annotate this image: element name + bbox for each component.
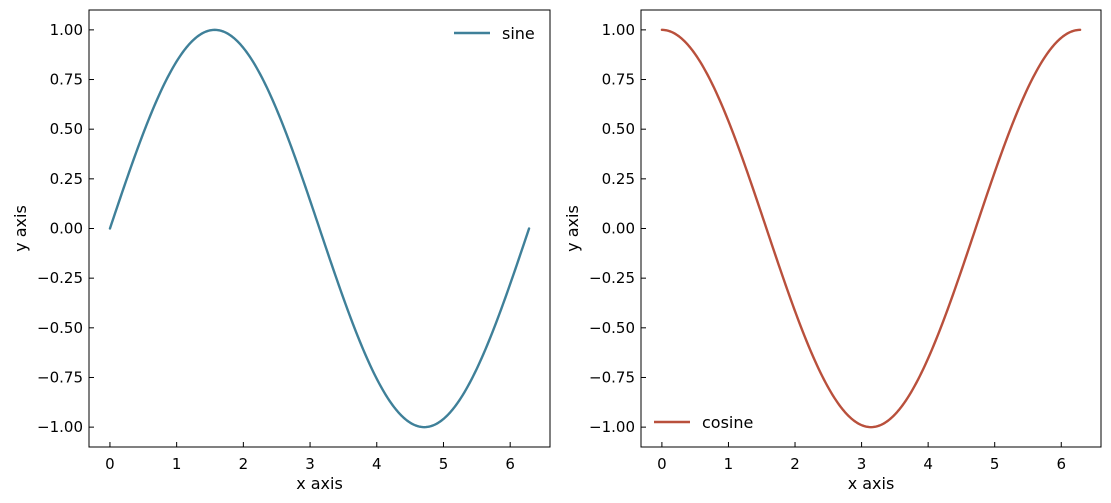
legend: sine bbox=[454, 24, 535, 43]
y-tick-label: −0.50 bbox=[589, 319, 635, 337]
legend-label: sine bbox=[502, 24, 535, 43]
sine-series-line bbox=[108, 28, 531, 429]
x-tick-label: 3 bbox=[857, 455, 867, 473]
y-tick-label: 1.00 bbox=[50, 21, 83, 39]
x-tick-label: 4 bbox=[372, 455, 382, 473]
x-tick-label: 0 bbox=[657, 455, 667, 473]
y-tick-label: 0.75 bbox=[50, 71, 83, 89]
x-tick-label: 2 bbox=[790, 455, 800, 473]
x-axis-label: x axis bbox=[296, 474, 343, 493]
x-tick-label: 0 bbox=[105, 455, 115, 473]
axes-frame bbox=[640, 9, 1102, 448]
y-tick-label: 1.00 bbox=[602, 21, 635, 39]
x-axis-label: x axis bbox=[848, 474, 895, 493]
y-tick-label: 0.00 bbox=[50, 220, 83, 238]
legend-label: cosine bbox=[702, 413, 753, 432]
x-tick-label: 6 bbox=[505, 455, 515, 473]
x-tick-label: 1 bbox=[724, 455, 734, 473]
x-tick-label: 4 bbox=[923, 455, 933, 473]
y-tick-label: 0.25 bbox=[50, 170, 83, 188]
cosine-series-line bbox=[660, 28, 1082, 429]
y-tick-label: −1.00 bbox=[589, 418, 635, 436]
y-tick-label: 0.75 bbox=[602, 71, 635, 89]
x-tick-label: 6 bbox=[1056, 455, 1066, 473]
y-tick-label: 0.50 bbox=[602, 120, 635, 138]
y-axis-label: y axis bbox=[11, 205, 30, 252]
y-tick-label: −1.00 bbox=[37, 418, 83, 436]
sine-chart-panel: 0 1 2 3 4 5 6 1.00 0.75 0.50 0.25 0.00 −0.25 −0.50 −0.… bbox=[11, 9, 551, 493]
x-tick-label: 2 bbox=[239, 455, 249, 473]
y-tick-label: −0.50 bbox=[37, 319, 83, 337]
y-tick-label: −0.75 bbox=[589, 368, 635, 386]
y-tick-label: 0.50 bbox=[50, 120, 83, 138]
y-tick-label: −0.25 bbox=[589, 269, 635, 287]
x-tick-label: 5 bbox=[439, 455, 449, 473]
y-tick-label: 0.00 bbox=[602, 220, 635, 238]
cosine-chart-panel: 0 1 2 3 4 5 6 1.00 0.75 0.50 0.25 0.00 −0.25 −0.50 −0.… bbox=[563, 9, 1102, 493]
y-tick-label: 0.25 bbox=[602, 170, 635, 188]
x-tick-label: 3 bbox=[305, 455, 315, 473]
y-axis-label: y axis bbox=[563, 205, 582, 252]
x-tick-label: 1 bbox=[172, 455, 182, 473]
legend: cosine bbox=[654, 413, 753, 432]
y-tick-label: −0.75 bbox=[37, 368, 83, 386]
y-tick-label: −0.25 bbox=[37, 269, 83, 287]
x-tick-label: 5 bbox=[990, 455, 1000, 473]
